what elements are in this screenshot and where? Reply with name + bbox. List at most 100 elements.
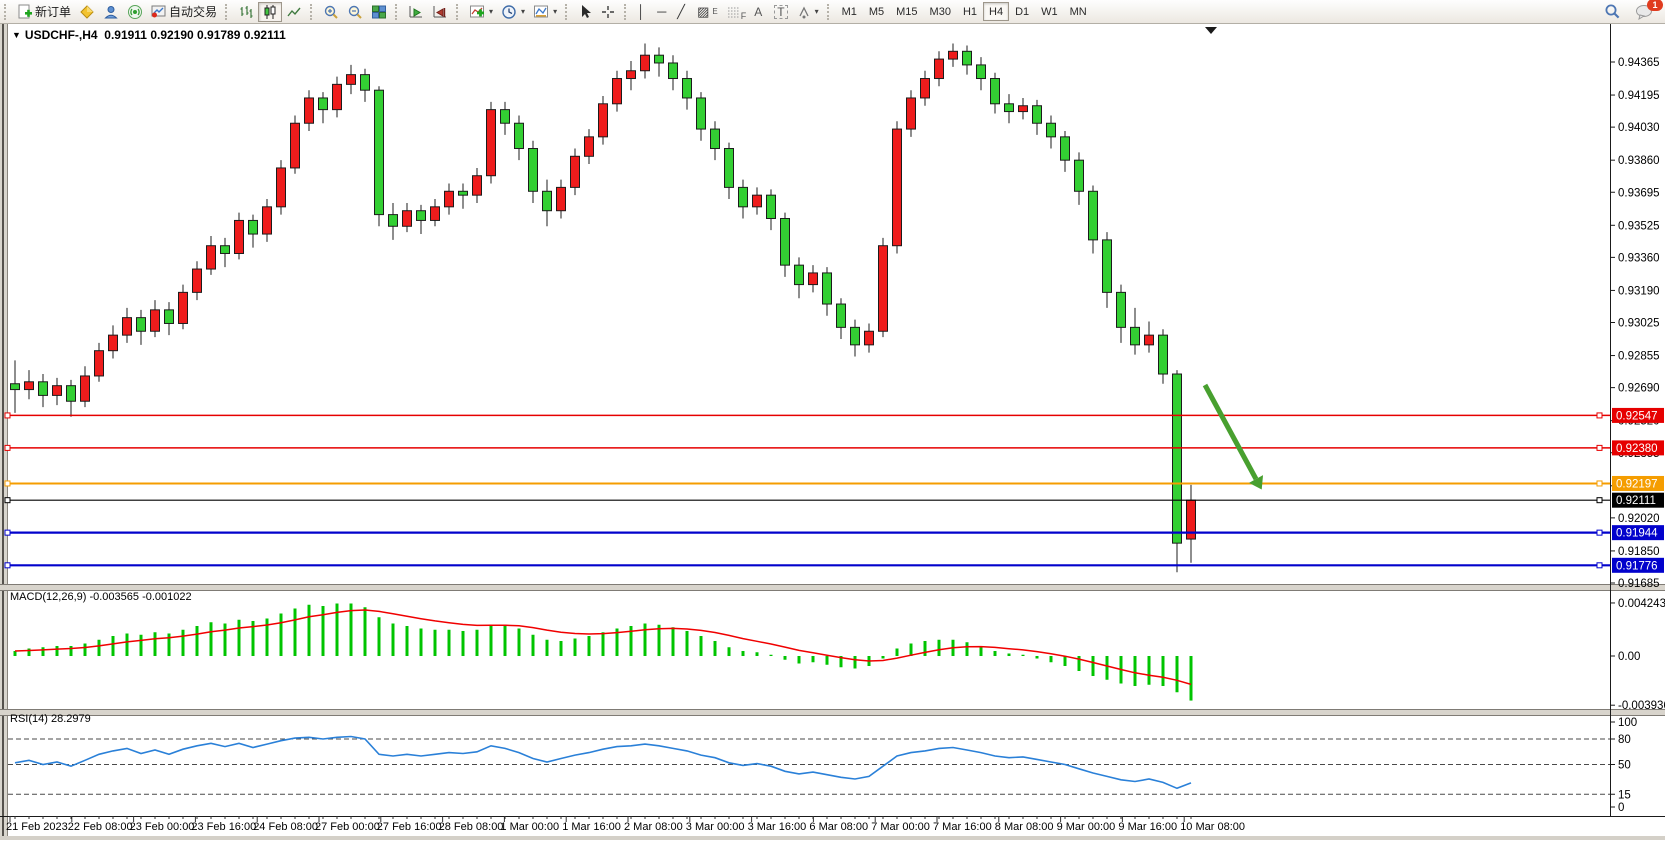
candle: [1172, 373, 1182, 544]
candle: [976, 64, 986, 80]
auto-scroll-button[interactable]: [404, 2, 428, 22]
scroll-marker-icon[interactable]: [1205, 27, 1217, 34]
candle: [276, 167, 286, 208]
search-button[interactable]: [1600, 2, 1625, 22]
line-anchor[interactable]: [1596, 562, 1603, 569]
candlestick-chart-button[interactable]: [258, 1, 283, 22]
line-anchor[interactable]: [4, 480, 11, 487]
line-anchor[interactable]: [1596, 444, 1603, 451]
timeframe-button-mn[interactable]: MN: [1064, 2, 1093, 21]
auto-trading-label: 自动交易: [169, 5, 218, 19]
timeframe-button-h4[interactable]: H4: [983, 2, 1010, 21]
macd-bar: [937, 639, 941, 656]
price-line-label[interactable]: [1612, 557, 1664, 573]
macd-bar: [195, 626, 199, 656]
chart-shift-button[interactable]: [428, 2, 452, 22]
fibonacci-button[interactable]: F: [722, 2, 751, 22]
line-anchor[interactable]: [4, 497, 11, 504]
signals-button[interactable]: [123, 2, 147, 22]
price-line-label[interactable]: [1612, 492, 1664, 508]
macd-bar: [461, 631, 465, 656]
line-anchor[interactable]: [4, 412, 11, 419]
vertical-line-button[interactable]: │: [633, 2, 653, 22]
indicators-button[interactable]: ▾: [465, 2, 497, 22]
macd-bar: [755, 652, 759, 656]
auto-trading-button[interactable]: 自动交易: [147, 2, 221, 22]
candle: [318, 97, 328, 111]
new-order-icon: [18, 4, 32, 19]
trendline-button[interactable]: ╱: [673, 2, 693, 22]
candle: [1144, 334, 1154, 346]
zoom-in-button[interactable]: [319, 2, 343, 22]
timeframe-button-h1[interactable]: H1: [957, 2, 983, 21]
timeframe-button-m1[interactable]: M1: [836, 2, 863, 21]
candle: [150, 309, 160, 332]
svg-text:24 Feb 08:00: 24 Feb 08:00: [253, 821, 318, 833]
candle: [178, 291, 188, 324]
text-button[interactable]: A: [750, 2, 770, 22]
metaeditor-button[interactable]: [75, 2, 99, 22]
tile-windows-button[interactable]: [367, 2, 391, 22]
timeframe-button-w1[interactable]: W1: [1035, 2, 1064, 21]
candle: [626, 70, 636, 80]
candle: [52, 385, 62, 396]
timeframe-button-d1[interactable]: D1: [1009, 2, 1035, 21]
periods-button[interactable]: ▾: [497, 2, 529, 22]
line-anchor[interactable]: [1596, 480, 1603, 487]
price-line-label[interactable]: [1612, 440, 1664, 456]
tile-windows-icon: [372, 5, 387, 18]
line-anchor[interactable]: [1596, 529, 1603, 536]
text-label-icon: T: [774, 4, 788, 19]
templates-button[interactable]: ▾: [529, 2, 561, 22]
horizontal-line-button[interactable]: ─: [653, 2, 673, 22]
notifications-button[interactable]: 1: [1631, 0, 1663, 22]
line-chart-button[interactable]: [282, 2, 306, 22]
line-anchor[interactable]: [1596, 412, 1603, 419]
svg-text:0.91944: 0.91944: [1616, 528, 1658, 540]
chart-canvas[interactable]: 0.94365 0.94195 0.94030 0.93860 0.93695 0.935…: [0, 24, 1665, 840]
arrows-button[interactable]: ▾: [792, 2, 823, 22]
macd-bar: [1105, 656, 1109, 680]
line-anchor[interactable]: [4, 562, 11, 569]
timeframe-group: M1 M5 M15 M30 H1 H4 D1 W1 MN: [836, 2, 1093, 21]
equidistant-channel-icon: ▨: [697, 4, 710, 19]
macd-bar: [139, 634, 143, 656]
channel-button[interactable]: ▨ E: [693, 2, 722, 22]
timeframe-button-m30[interactable]: M30: [924, 2, 957, 21]
candle: [668, 62, 678, 80]
svg-text:1 Mar 16:00: 1 Mar 16:00: [562, 821, 621, 833]
macd-bar: [797, 656, 801, 664]
svg-text:0.94365: 0.94365: [1618, 57, 1660, 69]
line-anchor[interactable]: [4, 529, 11, 536]
notification-badge: 1: [1647, 0, 1663, 11]
cursor-button[interactable]: [574, 2, 596, 22]
text-label-button[interactable]: T: [770, 2, 791, 22]
candle: [710, 128, 720, 150]
price-line-label[interactable]: [1612, 525, 1664, 541]
chart-ohlc-values: 0.91911 0.92190 0.91789 0.92111: [104, 28, 286, 42]
crosshair-button[interactable]: [596, 2, 620, 22]
line-anchor[interactable]: [1596, 497, 1603, 504]
macd-bar: [335, 603, 339, 656]
price-line-label[interactable]: [1612, 475, 1664, 491]
community-button[interactable]: [99, 2, 123, 22]
arrow-annotation[interactable]: [1202, 383, 1259, 481]
bar-chart-button[interactable]: [234, 2, 258, 22]
candle: [374, 89, 384, 216]
candle: [10, 383, 20, 391]
svg-text:0.92380: 0.92380: [1616, 443, 1658, 455]
collapse-triangle-icon[interactable]: ▼: [12, 30, 21, 40]
candle: [794, 264, 804, 286]
arrow-annotation-head[interactable]: [1248, 475, 1264, 490]
candle: [906, 97, 916, 130]
rsi-line: [14, 735, 1192, 790]
timeframe-button-m15[interactable]: M15: [890, 2, 923, 21]
zoom-out-button[interactable]: [343, 2, 367, 22]
macd-bar: [83, 643, 87, 656]
candle: [94, 350, 104, 377]
timeframe-button-m5[interactable]: M5: [863, 2, 890, 21]
line-anchor[interactable]: [4, 444, 11, 451]
price-line-label[interactable]: [1612, 407, 1664, 423]
new-order-button[interactable]: 新订单: [13, 2, 75, 22]
macd-bar: [1091, 656, 1095, 676]
